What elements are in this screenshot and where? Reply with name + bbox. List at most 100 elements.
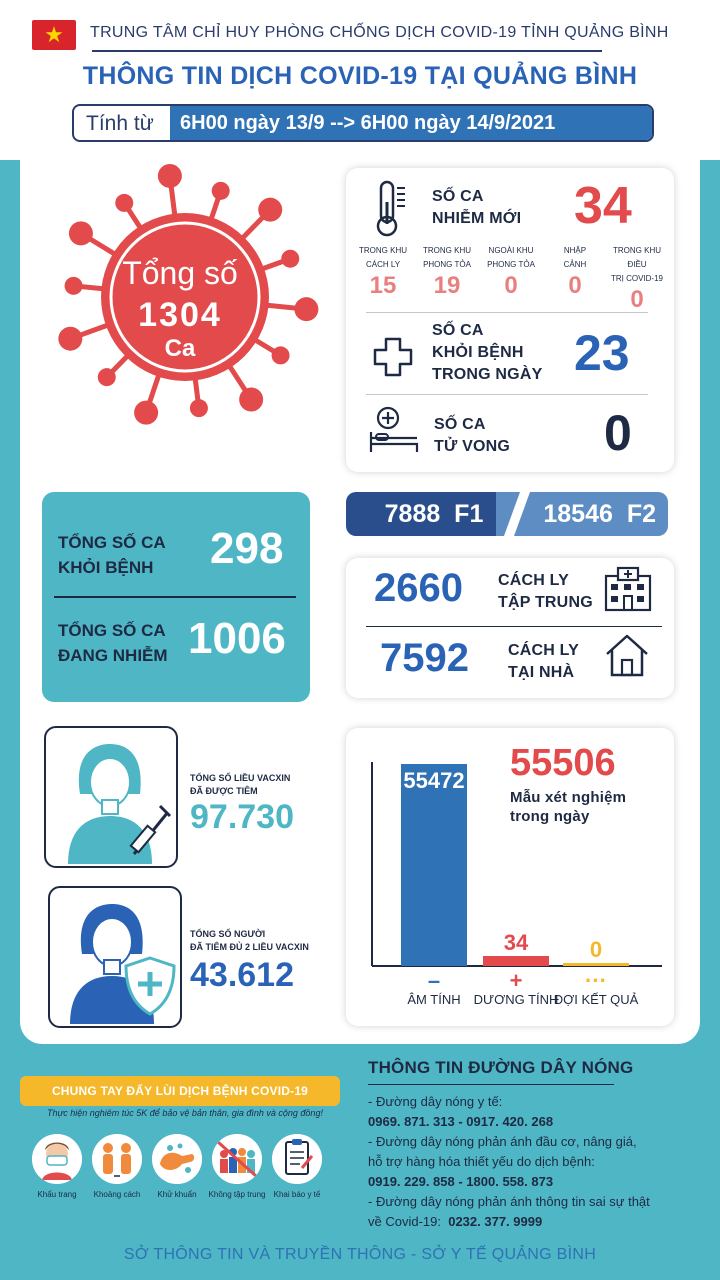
breakdown-value: 19 [433,272,461,299]
virus-spike-tip [115,193,134,212]
isolation-panel: 2660 CÁCH LY TẬP TRUNG 7592 CÁCH LY TẠI … [346,558,674,698]
total-active-value: 1006 [188,614,286,663]
tests-panel: 55506 Mẫu xét nghiệm trong ngày 55472 – ÂM… [346,728,674,1026]
hotline-prefix: về Covid-19: [368,1214,441,1229]
new-cases-value: 34 [574,177,632,235]
health-declaration-icon [272,1134,322,1184]
recovered-today-label: SỐ CA KHỎI BỆNH TRONG NGÀY [432,320,542,386]
virus-spike-tip [294,297,319,322]
hospital-bed-icon [369,406,419,452]
hotline-number: 0232. 377. 9999 [448,1214,543,1229]
vaccine-doses-label: TỔNG SỐ LIỀU VACXIN ĐÃ ĐƯỢC TIÊM [190,772,290,798]
breakdown-item: NGOÀI KHU PHONG TỎA 0 [480,244,542,300]
new-cases-label-line2: NHIỄM MỚI [432,210,522,227]
total-cases-unit: Ca [164,335,196,362]
total-cases-label: Tổng số [122,255,238,291]
date-range-bar: Tính từ 6H00 ngày 13/9 --> 6H00 ngày 14/… [72,104,654,142]
breakdown-head-line1: TRONG KHU [359,246,407,255]
chart-category-label: ĐỢI KẾT QUẢ [554,992,639,1007]
new-cases-breakdown: TRONG KHU CÁCH LY 15 TRONG KHU PHONG TỎA 1… [352,244,672,314]
breakdown-head-line1: NGOÀI KHU [488,246,534,255]
totals-panel: TỔNG SỐ CA KHỎI BỆNH 298 TỔNG SỐ CA ĐANG… [42,492,310,702]
tests-total-line1: Mẫu xét nghiệm [510,789,627,806]
breakdown-item: NHẬP CẢNH 0 [544,244,606,300]
tests-total-line2: trong ngày [510,808,590,825]
chart-bar [401,764,467,966]
breakdown-value: 0 [504,272,518,299]
f2-badge: 18546 F2 [496,492,668,536]
chart-symbol: + [510,968,523,993]
5k-label: Không tập trung [208,1190,266,1199]
campaign-banner: CHUNG TAY ĐẨY LÙI DỊCH BỆNH COVID-19 [20,1076,340,1106]
recovered-today-value: 23 [574,325,630,381]
central-isolation-value: 2660 [374,566,463,610]
5k-label: Khẩu trang [37,1190,77,1199]
breakdown-head-line1: NHẬP [563,246,587,255]
new-cases-label-line1: SỐ CA [432,188,484,205]
total-active-label: TỔNG SỐ CA ĐANG NHIỄM [58,618,168,668]
hotline-line: hỗ trợ hàng hóa thiết yếu do dịch bệnh: [368,1154,595,1169]
breakdown-value: 0 [630,286,644,313]
total-recovered-line2: KHỎI BỆNH [58,558,154,577]
virus-spike-tip [239,387,264,412]
vaccine-full-value: 43.612 [190,956,294,994]
hotline-line: về Covid-19: 0232. 377. 9999 [368,1214,542,1229]
breakdown-head-line2: CẢNH [563,260,587,269]
chart-symbol: ··· [585,968,607,993]
5k-label: Khoảng cách [93,1190,141,1199]
home-isolation-line1: CÁCH LY [508,642,580,659]
vaccine-doses-value: 97.730 [190,798,294,836]
central-isolation-line2: TẬP TRUNG [498,594,593,611]
vaccine-doses-line1: TỔNG SỐ LIỀU VACXIN [190,773,291,783]
virus-spike-tip [211,181,230,200]
chart-category-label: DƯƠNG TÍNH [474,992,559,1007]
chart-bar [563,963,629,966]
breakdown-item: TRONG KHU PHONG TỎA 19 [416,244,478,300]
total-recovered-label: TỔNG SỐ CA KHỎI BỆNH [58,530,166,580]
breakdown-item: TRONG KHU CÁCH LY 15 [352,244,414,300]
campaign-subtitle: Thực hiện nghiêm túc 5K để bảo vệ bản th… [47,1108,323,1118]
breakdown-head: TRONG KHU CÁCH LY [352,244,414,272]
medical-cross-icon [373,337,413,377]
divider [366,394,648,395]
new-cases-label: SỐ CA NHIỄM MỚI [432,186,521,230]
virus-spike-tip [97,368,116,387]
date-range: 6H00 ngày 13/9 --> 6H00 ngày 14/9/2021 [170,106,652,140]
divider [366,312,648,313]
deaths-label: SỐ CA TỬ VONG [434,414,510,458]
vaccine-doses-line2: ĐÃ ĐƯỢC TIÊM [190,786,258,796]
face-mask-icon [32,1134,82,1184]
divider [54,596,296,598]
virus-spike-tip [68,221,93,246]
organization-name: TRUNG TÂM CHỈ HUY PHÒNG CHỐNG DỊCH COVID… [90,24,669,41]
virus-spike-tip [134,400,159,425]
protected-woman-icon [70,904,176,1024]
breakdown-head: TRONG KHU ĐIỀU TRỊ COVID-19 [606,244,668,286]
vaccine-full-label: TỔNG SỐ NGƯỜI ĐÃ TIÊM ĐỦ 2 LIỀU VACXIN [190,928,309,954]
vaccine-doses-box [44,726,178,868]
thermometer-icon [376,180,405,237]
chart-bar [483,956,549,966]
breakdown-head-line1: TRONG KHU ĐIỀU [613,246,661,269]
virus-icon [58,163,319,425]
breakdown-head: NHẬP CẢNH [544,244,606,272]
page-title: THÔNG TIN DỊCH COVID-19 TẠI QUẢNG BÌNH [82,62,638,90]
central-isolation-line1: CÁCH LY [498,572,570,589]
hand-wash-icon [152,1134,202,1184]
5k-item [32,1134,82,1189]
virus-spike-tip [189,399,208,418]
breakdown-head: NGOÀI KHU PHONG TỎA [480,244,542,272]
breakdown-head-line2: PHONG TỎA [487,260,535,269]
total-active-line1: TỔNG SỐ CA [58,621,166,640]
f1-label: F1 [454,500,484,528]
total-cases: Tổng số 1304 Ca [60,255,300,363]
home-isolation-label: CÁCH LY TẠI NHÀ [508,640,579,684]
virus-spike-tip [157,163,182,188]
virus-spike-tip [58,326,83,351]
contacts-bar: 7888 F1 18546 F2 [346,490,668,538]
5k-label: Khử khuẩn [157,1190,197,1199]
hotline-numbers: 0919. 229. 858 - 1800. 558. 873 [368,1174,554,1189]
chart-value-label: 34 [504,930,529,955]
breakdown-item: TRONG KHU ĐIỀU TRỊ COVID-19 0 [606,244,668,314]
total-recovered-value: 298 [210,524,284,573]
